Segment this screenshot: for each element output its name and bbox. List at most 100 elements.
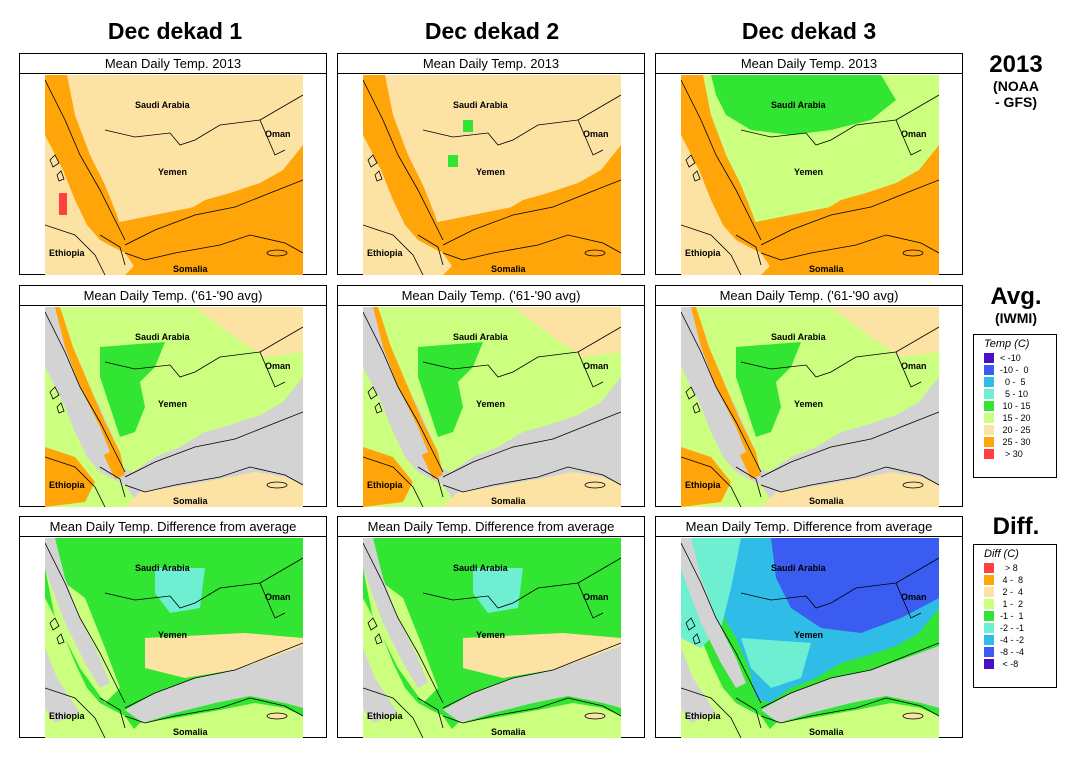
legend-label: -8 - -4 bbox=[1000, 647, 1025, 657]
row-label-avg-source: (IWMI) bbox=[995, 310, 1037, 326]
legend-swatch bbox=[984, 413, 994, 423]
coastline bbox=[681, 542, 762, 704]
border-saudi-oman bbox=[895, 94, 939, 121]
row-label-avg-title: Avg. bbox=[990, 283, 1042, 310]
border-djibouti bbox=[735, 697, 762, 729]
border-djibouti bbox=[735, 466, 762, 498]
ethiopia-warm-region bbox=[363, 447, 413, 507]
coastline bbox=[760, 411, 939, 478]
gulf-of-aden bbox=[125, 646, 303, 723]
legend-item: < -10 bbox=[974, 352, 1056, 364]
border-saudi-yemen bbox=[740, 351, 897, 378]
legend-swatch bbox=[984, 587, 994, 597]
map-label-yemen: Yemen bbox=[158, 630, 187, 640]
panel-title: Mean Daily Temp. 2013 bbox=[656, 54, 962, 74]
legend-item: 2 - 4 bbox=[974, 586, 1056, 598]
coastline bbox=[363, 542, 444, 704]
border-ethiopia bbox=[681, 687, 742, 738]
islands bbox=[367, 154, 383, 182]
border-saudi-yemen bbox=[422, 119, 579, 146]
map-image: Saudi Arabia Oman Yemen Ethiopia Somalia bbox=[45, 538, 303, 738]
coastline bbox=[760, 234, 939, 261]
highland-cool-region bbox=[100, 342, 165, 437]
map-label-yemen: Yemen bbox=[794, 630, 823, 640]
border-yemen-oman bbox=[259, 351, 286, 388]
map-label-oman: Oman bbox=[265, 129, 291, 139]
gulf-of-aden bbox=[125, 415, 303, 492]
map-label-saudi: Saudi Arabia bbox=[771, 332, 827, 342]
legend-swatch bbox=[984, 389, 994, 399]
border-saudi-oman bbox=[259, 94, 303, 121]
map-label-oman: Oman bbox=[583, 592, 609, 602]
cool-patch bbox=[463, 120, 473, 132]
diff-legend: Diff (C) > 8 4 - 8 2 - 4 1 - 2 -1 - 1 -2 -… bbox=[973, 544, 1057, 688]
legend-label: < -10 bbox=[1000, 353, 1021, 363]
highland-cool-region bbox=[418, 342, 483, 437]
coastline bbox=[45, 311, 126, 473]
map-label-saudi: Saudi Arabia bbox=[135, 332, 191, 342]
map-label-ethiopia: Ethiopia bbox=[49, 711, 85, 721]
cool-patch bbox=[448, 155, 458, 167]
border-djibouti bbox=[417, 466, 444, 498]
legend-label: 2 - 4 bbox=[1000, 587, 1024, 597]
legend-swatch bbox=[984, 401, 994, 411]
legend-item: -1 - 1 bbox=[974, 610, 1056, 622]
socotra-island bbox=[584, 481, 606, 489]
socotra-island bbox=[584, 712, 606, 720]
legend-swatch bbox=[984, 599, 994, 609]
border-djibouti bbox=[735, 234, 762, 266]
map-label-ethiopia: Ethiopia bbox=[367, 711, 403, 721]
panel-title: Mean Daily Temp. Difference from average bbox=[338, 517, 644, 537]
legend-swatch bbox=[984, 635, 994, 645]
map-image: Saudi Arabia Oman Yemen Ethiopia Somalia bbox=[363, 538, 621, 738]
coastline bbox=[45, 79, 126, 241]
coastline bbox=[760, 466, 939, 493]
border-yemen-oman bbox=[895, 582, 922, 619]
coastline bbox=[442, 411, 621, 478]
border-ethiopia bbox=[45, 687, 106, 738]
legend-swatch bbox=[984, 377, 994, 387]
hot-spot bbox=[59, 193, 67, 215]
panel-title: Mean Daily Temp. ('61-'90 avg) bbox=[656, 286, 962, 306]
legend-item: 25 - 30 bbox=[974, 436, 1056, 448]
map-label-somalia: Somalia bbox=[809, 727, 845, 737]
gulf-of-aden-warm-band bbox=[105, 185, 303, 260]
map-label-saudi: Saudi Arabia bbox=[453, 332, 509, 342]
map-label-yemen: Yemen bbox=[158, 167, 187, 177]
sea-area bbox=[363, 648, 398, 723]
coastline bbox=[760, 642, 939, 709]
border-saudi-yemen bbox=[104, 582, 261, 609]
map-panel-2013-dekad-3: Mean Daily Temp. 2013 Saudi Arabia Oman Yem… bbox=[655, 53, 963, 275]
border-yemen-oman bbox=[259, 582, 286, 619]
coastline bbox=[442, 179, 621, 246]
map-label-somalia: Somalia bbox=[809, 496, 845, 506]
coastline bbox=[442, 642, 621, 709]
arabia-land bbox=[363, 538, 621, 703]
islands bbox=[685, 617, 701, 645]
warm-region bbox=[195, 307, 303, 357]
cool-anomaly bbox=[155, 568, 205, 613]
legend-item: > 8 bbox=[974, 562, 1056, 574]
legend-swatch bbox=[984, 659, 994, 669]
map-image: Saudi Arabia Oman Yemen Ethiopia Somalia bbox=[45, 75, 303, 275]
coastline bbox=[124, 697, 303, 724]
arabia-land bbox=[363, 75, 621, 240]
map-label-oman: Oman bbox=[901, 592, 927, 602]
coastline bbox=[760, 697, 939, 724]
border-saudi-yemen bbox=[422, 351, 579, 378]
border-yemen-oman bbox=[895, 351, 922, 388]
coastline bbox=[45, 542, 126, 704]
highland-cool-region bbox=[736, 342, 801, 437]
border-yemen-oman bbox=[577, 119, 604, 156]
map-label-yemen: Yemen bbox=[158, 399, 187, 409]
border-yemen-oman bbox=[577, 351, 604, 388]
border-ethiopia bbox=[681, 456, 742, 507]
socotra-island bbox=[902, 481, 924, 489]
map-label-saudi: Saudi Arabia bbox=[453, 563, 509, 573]
legend-swatch bbox=[984, 563, 994, 573]
border-yemen-oman bbox=[895, 119, 922, 156]
border-saudi-oman bbox=[895, 557, 939, 584]
legend-item: -8 - -4 bbox=[974, 646, 1056, 658]
legend-item: -10 - 0 bbox=[974, 364, 1056, 376]
legend-swatch bbox=[984, 647, 994, 657]
